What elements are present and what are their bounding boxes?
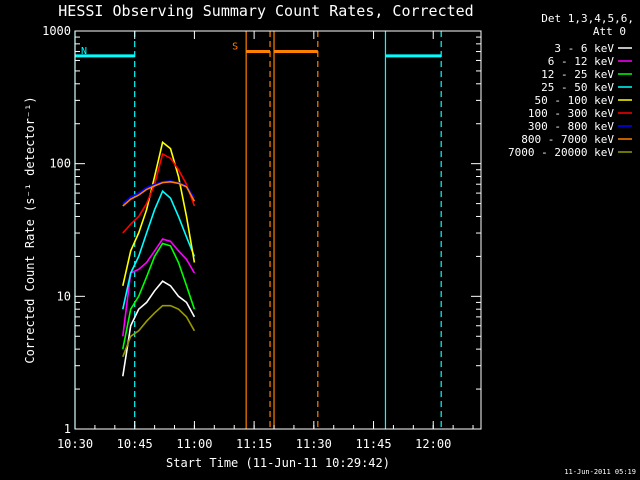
x-tick-label-3: 11:15 bbox=[236, 437, 272, 451]
x-axis-label: Start Time (11-Jun-11 10:29:42) bbox=[166, 456, 390, 470]
legend-label-7: 800 - 7000 keV bbox=[521, 133, 614, 146]
legend-label-5: 100 - 300 keV bbox=[528, 107, 614, 120]
series-line-8 bbox=[122, 304, 196, 358]
series-line-5 bbox=[122, 152, 196, 234]
series-line-4 bbox=[122, 140, 196, 286]
x-tick-label-5: 11:45 bbox=[355, 437, 391, 451]
legend-label-6: 300 - 800 keV bbox=[528, 120, 614, 133]
series-line-0 bbox=[122, 280, 196, 377]
legend-label-8: 7000 - 20000 keV bbox=[508, 146, 614, 159]
y-tick-label-1: 10 bbox=[57, 289, 71, 303]
y-axis-label: Corrected Count Rate (s⁻¹ detector⁻¹) bbox=[23, 96, 37, 363]
legend-label-2: 12 - 25 keV bbox=[541, 68, 614, 81]
chart-title: HESSI Observing Summary Count Rates, Cor… bbox=[58, 2, 473, 20]
legend-title-line2: Att 0 bbox=[593, 25, 626, 38]
legend-label-4: 50 - 100 keV bbox=[535, 94, 615, 107]
timestamp: 11-Jun-2011 05:19 bbox=[564, 468, 636, 476]
flag-label-1: S bbox=[232, 42, 238, 53]
x-tick-label-1: 10:45 bbox=[117, 437, 153, 451]
time-markers bbox=[74, 31, 442, 429]
y-axis-ticks: 1 10 100 1000 bbox=[42, 24, 481, 436]
series-lines bbox=[122, 140, 196, 377]
legend-title-line1: Det 1,3,4,5,6, bbox=[541, 12, 634, 25]
series-line-7 bbox=[122, 180, 196, 207]
plot-frame bbox=[74, 30, 482, 430]
x-tick-label-4: 11:30 bbox=[296, 437, 332, 451]
x-tick-label-2: 11:00 bbox=[176, 437, 212, 451]
y-tick-label-2: 100 bbox=[49, 157, 71, 171]
flag-label-0: N bbox=[81, 46, 87, 57]
legend-label-3: 25 - 50 keV bbox=[541, 81, 614, 94]
x-tick-label-0: 10:30 bbox=[57, 437, 93, 451]
series-line-2 bbox=[122, 242, 196, 350]
legend-label-0: 3 - 6 keV bbox=[554, 42, 614, 55]
x-tick-label-6: 12:00 bbox=[415, 437, 451, 451]
series-line-3 bbox=[122, 189, 196, 310]
series-line-1 bbox=[122, 238, 196, 337]
x-axis-ticks: 10:30 10:45 11:00 11:15 11:30 11:45 12:00 bbox=[57, 31, 474, 451]
y-tick-label-3: 1000 bbox=[42, 24, 71, 38]
y-tick-label-0: 1 bbox=[64, 422, 71, 436]
legend-label-1: 6 - 12 keV bbox=[548, 55, 615, 68]
